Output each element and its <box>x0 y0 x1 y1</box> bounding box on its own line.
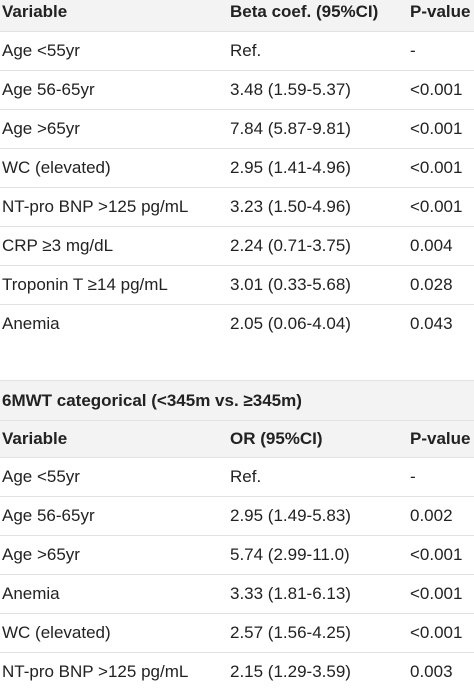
section-title: 6MWT categorical (<345m vs. ≥345m) <box>0 380 474 420</box>
table-cell: 0.028 <box>410 275 453 294</box>
table-cell: 0.043 <box>410 314 453 333</box>
table-row: NT-pro BNP >125 pg/mL 3.23 (1.50-4.96) <0.… <box>0 187 474 226</box>
table-cell: NT-pro BNP >125 pg/mL <box>2 197 189 216</box>
table-cell: <0.001 <box>410 158 463 177</box>
table-row: WC (elevated) 2.57 (1.56-4.25) <0.001 <box>0 613 474 652</box>
table-cell: 0.002 <box>410 506 453 525</box>
table-cell: 3.01 (0.33-5.68) <box>230 275 351 294</box>
header-row: Variable OR (95%CI) P-value <box>0 420 474 457</box>
table-cell: Age <55yr <box>2 41 80 60</box>
table-cell: WC (elevated) <box>2 623 111 642</box>
table-cell: Age >65yr <box>2 545 80 564</box>
table-cell: <0.001 <box>410 623 463 642</box>
table-cell: <0.001 <box>410 545 463 564</box>
section-title-text: 6MWT categorical (<345m vs. ≥345m) <box>2 390 302 410</box>
table-cell: Age >65yr <box>2 119 80 138</box>
table-row: CRP ≥3 mg/dL 2.24 (0.71-3.75) 0.004 <box>0 226 474 265</box>
table-cell: <0.001 <box>410 197 463 216</box>
header-cell: P-value <box>410 429 471 448</box>
table-cell: Age <55yr <box>2 467 80 486</box>
table-cell: - <box>410 467 416 486</box>
table-cell: 0.003 <box>410 662 453 681</box>
table-cell: 2.57 (1.56-4.25) <box>230 623 351 642</box>
table-row: WC (elevated) 2.95 (1.41-4.96) <0.001 <box>0 148 474 187</box>
table-cell: 2.95 (1.41-4.96) <box>230 158 351 177</box>
table-cell: Anemia <box>2 314 60 333</box>
table-row: Anemia 2.05 (0.06-4.04) 0.043 <box>0 304 474 343</box>
table-cell: 2.24 (0.71-3.75) <box>230 236 351 255</box>
table-row: Age 56-65yr 3.48 (1.59-5.37) <0.001 <box>0 70 474 109</box>
table-cell: Ref. <box>230 41 262 60</box>
table-row: NT-pro BNP >125 pg/mL 2.15 (1.29-3.59) 0.0… <box>0 652 474 691</box>
table-row: Troponin T ≥14 pg/mL 3.01 (0.33-5.68) 0.02… <box>0 265 474 304</box>
header-cell: Beta coef. (95%CI) <box>230 2 379 21</box>
header-cell: Variable <box>2 2 68 21</box>
table-cell: Troponin T ≥14 pg/mL <box>2 275 168 294</box>
table-row: Age <55yr Ref. - <box>0 31 474 70</box>
header-cell: OR (95%CI) <box>230 429 323 448</box>
table-cell: 2.95 (1.49-5.83) <box>230 506 351 525</box>
header-row: Variable Beta coef. (95%CI) P-value <box>0 0 474 31</box>
table-cell: Age 56-65yr <box>2 506 95 525</box>
table-cell: Anemia <box>2 584 60 603</box>
table-row: Age >65yr 5.74 (2.99-11.0) <0.001 <box>0 535 474 574</box>
table-cell: 2.15 (1.29-3.59) <box>230 662 351 681</box>
table-cell: 3.48 (1.59-5.37) <box>230 80 351 99</box>
table-cell: 5.74 (2.99-11.0) <box>230 545 350 564</box>
table-cell: WC (elevated) <box>2 158 111 177</box>
table-cell: 3.33 (1.81-6.13) <box>230 584 351 603</box>
table-cell: 7.84 (5.87-9.81) <box>230 119 351 138</box>
table-row: Age 56-65yr 2.95 (1.49-5.83) 0.002 <box>0 496 474 535</box>
table-cell: <0.001 <box>410 80 463 99</box>
table-cell: Ref. <box>230 467 262 486</box>
table-cell: Age 56-65yr <box>2 80 95 99</box>
table-cell: NT-pro BNP >125 pg/mL <box>2 662 189 681</box>
table-row: Anemia 3.33 (1.81-6.13) <0.001 <box>0 574 474 613</box>
table-cell: CRP ≥3 mg/dL <box>2 236 114 255</box>
table-cell: <0.001 <box>410 584 463 603</box>
table-cell: <0.001 <box>410 119 463 138</box>
table-cell: - <box>410 41 416 60</box>
table-row: Age >65yr 7.84 (5.87-9.81) <0.001 <box>0 109 474 148</box>
table-row: Age <55yr Ref. - <box>0 457 474 496</box>
header-cell: P-value <box>410 2 471 21</box>
table-cell: 0.004 <box>410 236 453 255</box>
header-cell: Variable <box>2 429 68 448</box>
table-cell: 3.23 (1.50-4.96) <box>230 197 351 216</box>
table-cell: 2.05 (0.06-4.04) <box>230 314 351 333</box>
